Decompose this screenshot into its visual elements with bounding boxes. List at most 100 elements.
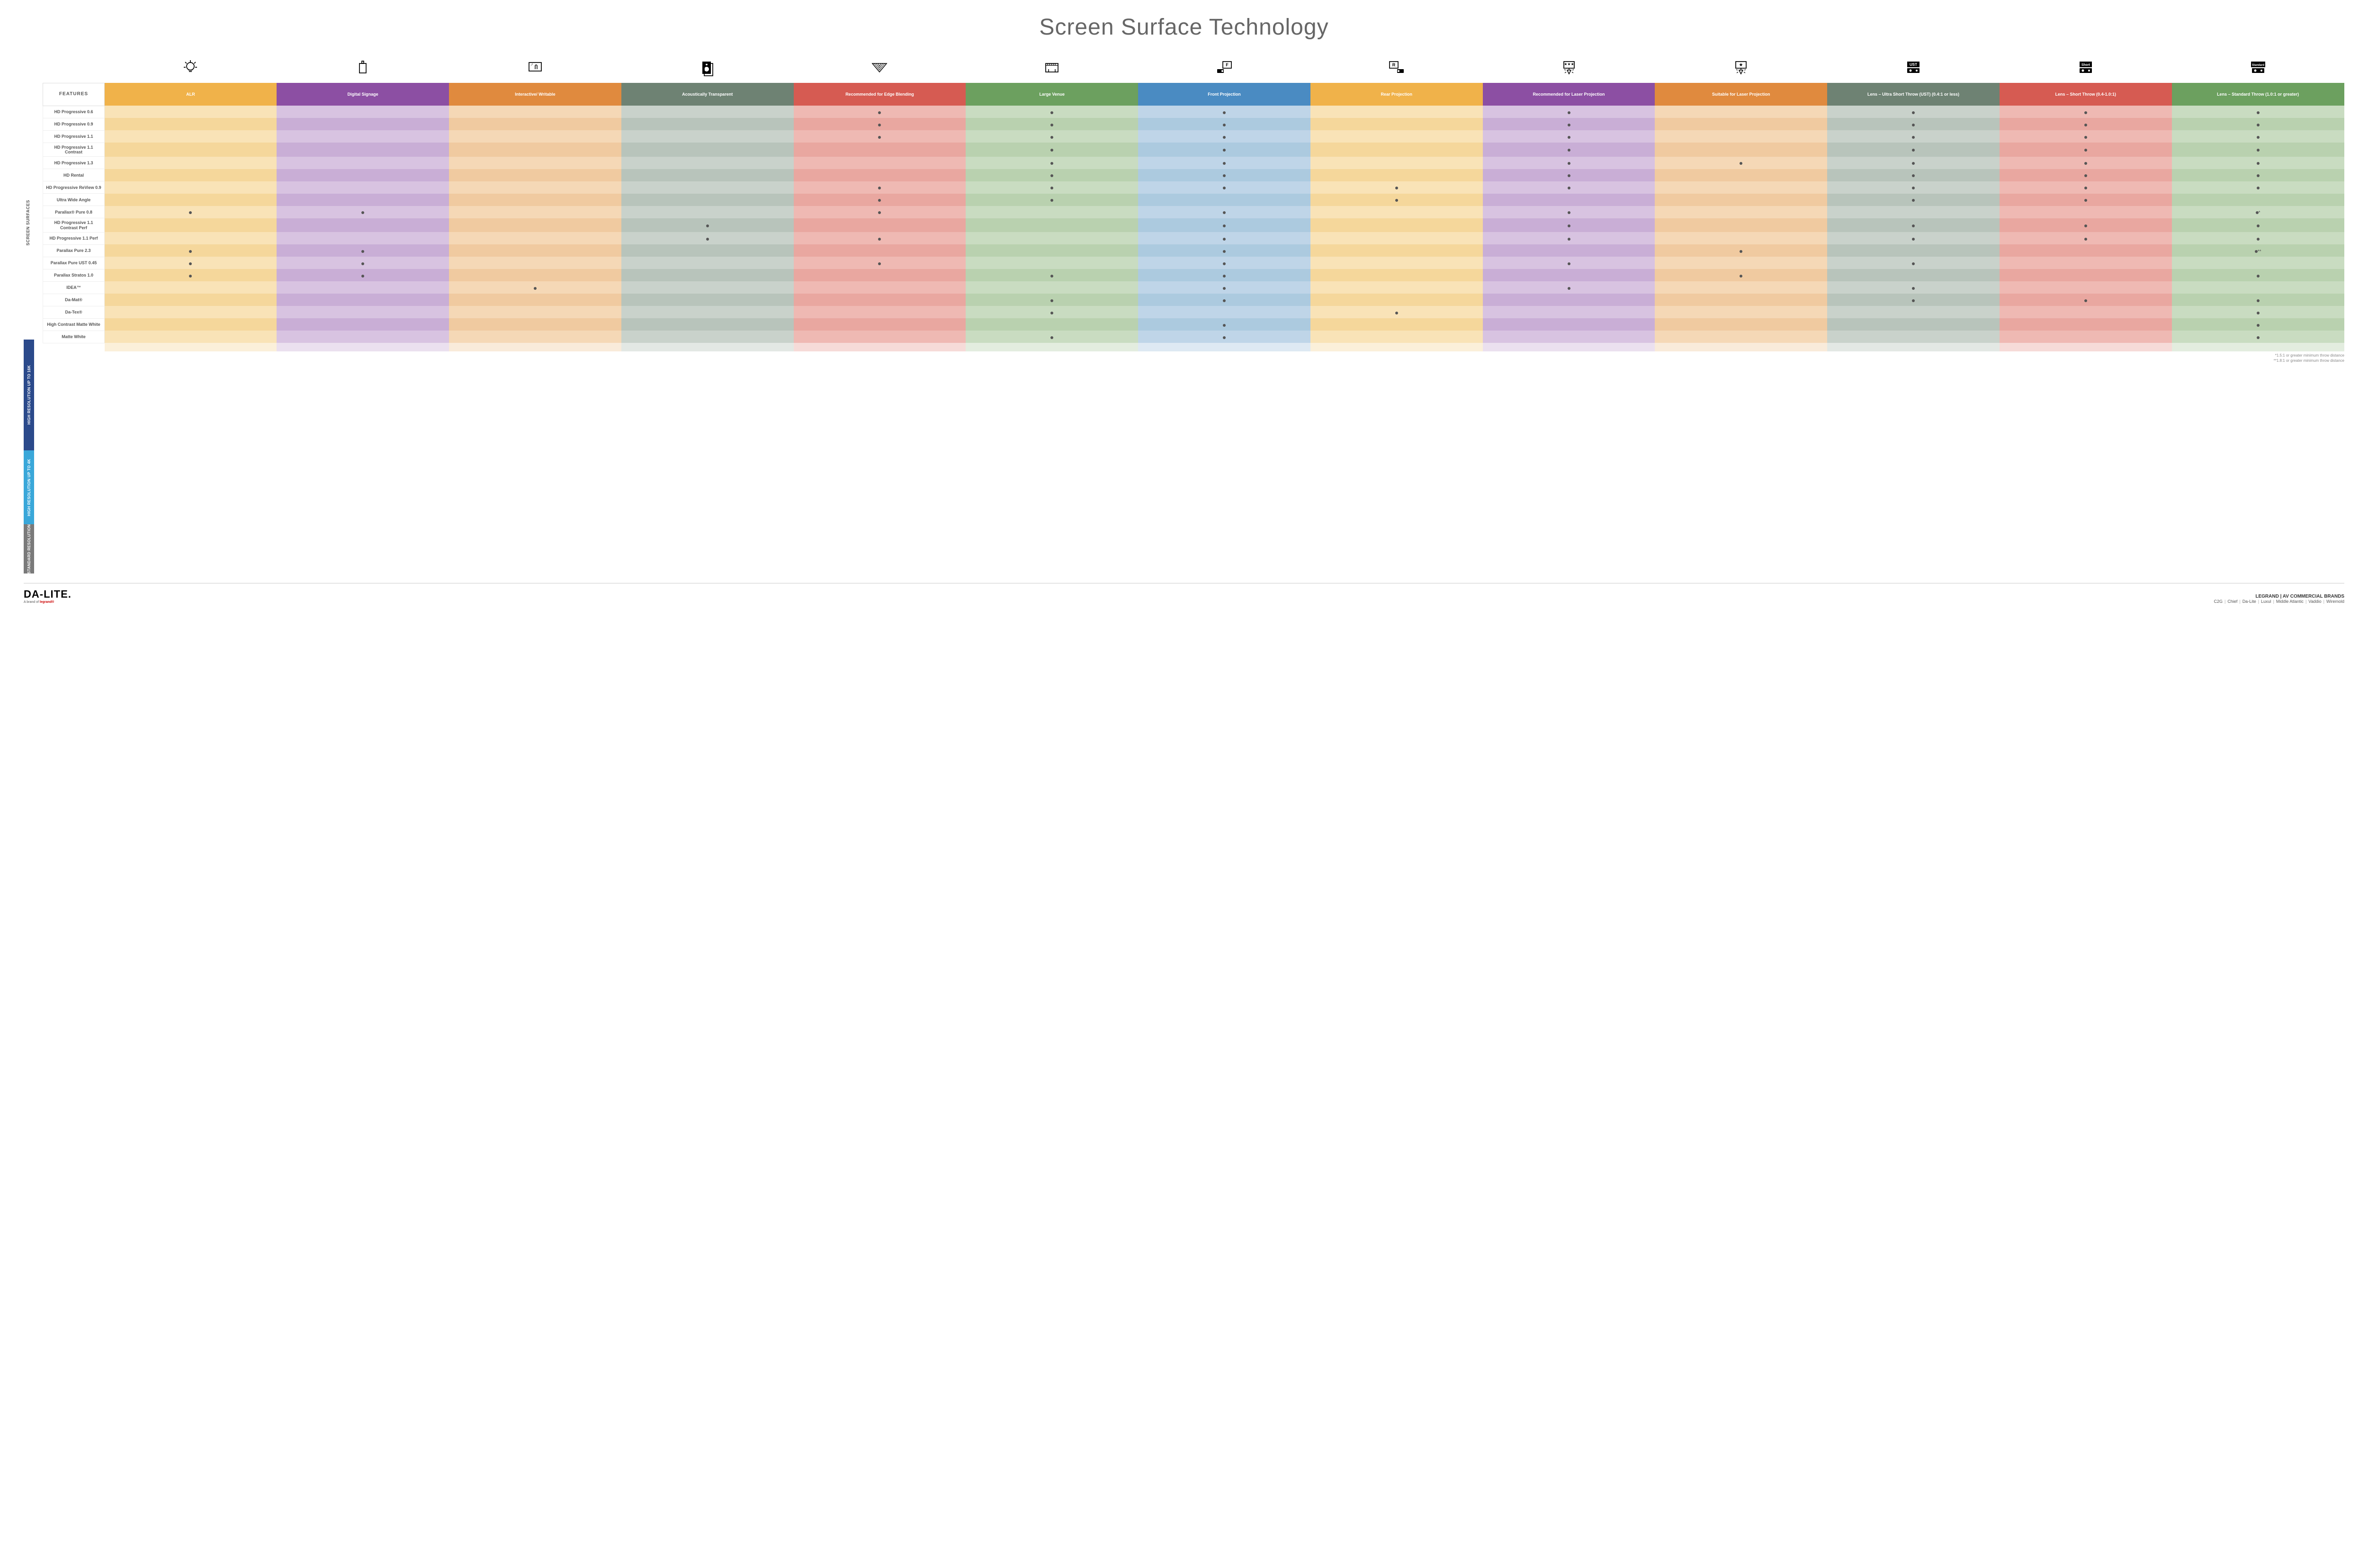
- cell-rear: [1310, 118, 1483, 130]
- cell-ust: [1827, 257, 2000, 269]
- cell-ust: [1827, 269, 2000, 281]
- table-row: HD Progressive 1.1 Contrast Perf: [43, 218, 2344, 233]
- column-header-std: Lens – Standard Throw (1.0:1 or greater): [2172, 83, 2344, 106]
- side-group-label: HIGH RESOLUTION UP TO 4K: [24, 450, 34, 524]
- cell-edge: [794, 181, 966, 194]
- cell-interactive: [449, 181, 621, 194]
- cell-signage: [277, 130, 449, 143]
- brands-title: LEGRAND | AV COMMERCIAL BRANDS: [2214, 594, 2344, 599]
- cell-front: [1138, 181, 1310, 194]
- cell-large: [966, 318, 1138, 331]
- cell-suitlaser: [1655, 294, 1827, 306]
- cell-reclaser: [1483, 206, 1655, 218]
- table-row: Parallax Pure UST 0.45: [43, 257, 2344, 269]
- cell-interactive: [449, 244, 621, 257]
- cell-suitlaser: [1655, 218, 1827, 233]
- cell-acoustic: [621, 269, 794, 281]
- cell-alr: [105, 194, 277, 206]
- cell-acoustic: [621, 118, 794, 130]
- cell-reclaser: [1483, 106, 1655, 118]
- column-header-reclaser: Recommended for Laser Projection: [1483, 83, 1655, 106]
- cell-suitlaser: [1655, 206, 1827, 218]
- row-label: HD Progressive 1.1 Contrast: [43, 143, 105, 157]
- row-label: HD Rental: [43, 169, 105, 181]
- cell-acoustic: [621, 194, 794, 206]
- cell-short: [2000, 130, 2172, 143]
- cell-short: [2000, 169, 2172, 181]
- cell-short: [2000, 257, 2172, 269]
- cell-rear: [1310, 269, 1483, 281]
- cell-front: [1138, 306, 1310, 318]
- cell-rear: [1310, 306, 1483, 318]
- cell-std: [2172, 106, 2344, 118]
- table-row: HD Progressive ReView 0.9: [43, 181, 2344, 194]
- cell-suitlaser: [1655, 306, 1827, 318]
- cell-interactive: [449, 232, 621, 244]
- cell-reclaser: [1483, 130, 1655, 143]
- cell-large: [966, 294, 1138, 306]
- cell-edge: [794, 331, 966, 343]
- cell-interactive: [449, 331, 621, 343]
- row-label: HD Progressive 0.6: [43, 106, 105, 118]
- cell-large: [966, 157, 1138, 169]
- cell-short: [2000, 106, 2172, 118]
- side-group-label: HIGH RESOLUTION UP TO 16K: [24, 340, 34, 450]
- cell-large: [966, 118, 1138, 130]
- cell-edge: [794, 232, 966, 244]
- cell-interactive: [449, 294, 621, 306]
- cell-rear: [1310, 130, 1483, 143]
- cell-std: [2172, 118, 2344, 130]
- cell-signage: [277, 244, 449, 257]
- spacer-row: [43, 343, 2344, 351]
- cell-edge: [794, 269, 966, 281]
- cell-suitlaser: [1655, 281, 1827, 294]
- table-row: Da-Tex®: [43, 306, 2344, 318]
- cell-rear: [1310, 106, 1483, 118]
- row-label: Parallax Pure 2.3: [43, 244, 105, 257]
- column-icon-alr: [105, 54, 277, 83]
- cell-rear: [1310, 244, 1483, 257]
- cell-signage: [277, 331, 449, 343]
- cell-interactive: [449, 130, 621, 143]
- column-header-ust: Lens – Ultra Short Throw (UST) (0.4:1 or…: [1827, 83, 2000, 106]
- cell-large: [966, 181, 1138, 194]
- table-row: HD Progressive 1.1 Perf: [43, 232, 2344, 244]
- column-header-large: Large Venue: [966, 83, 1138, 106]
- column-header-short: Lens – Short Throw (0.4-1.0:1): [2000, 83, 2172, 106]
- cell-interactive: [449, 257, 621, 269]
- table-row: Parallax® Pure 0.8*: [43, 206, 2344, 218]
- cell-alr: [105, 318, 277, 331]
- cell-reclaser: [1483, 244, 1655, 257]
- cell-std: [2172, 130, 2344, 143]
- cell-suitlaser: [1655, 106, 1827, 118]
- cell-short: [2000, 306, 2172, 318]
- cell-rear: [1310, 206, 1483, 218]
- cell-alr: [105, 169, 277, 181]
- cell-std: [2172, 306, 2344, 318]
- cell-rear: [1310, 318, 1483, 331]
- cell-acoustic: [621, 106, 794, 118]
- features-header: FEATURES: [43, 83, 105, 106]
- row-label: HD Progressive 1.1 Contrast Perf: [43, 218, 105, 233]
- row-label: HD Progressive 1.1: [43, 130, 105, 143]
- column-icon-interactive: [449, 54, 621, 83]
- brand-logo-subtitle: A brand of legrand®: [24, 600, 72, 604]
- cell-alr: [105, 157, 277, 169]
- row-label: Parallax Stratos 1.0: [43, 269, 105, 281]
- cell-rear: [1310, 218, 1483, 233]
- cell-large: [966, 269, 1138, 281]
- chart-wrapper: SCREEN SURFACESHIGH RESOLUTION UP TO 16K…: [24, 54, 2344, 573]
- cell-reclaser: [1483, 181, 1655, 194]
- cell-short: [2000, 206, 2172, 218]
- cell-std: [2172, 331, 2344, 343]
- column-header-alr: ALR: [105, 83, 277, 106]
- cell-std: [2172, 169, 2344, 181]
- table-row: HD Progressive 1.1: [43, 130, 2344, 143]
- cell-signage: [277, 232, 449, 244]
- table-row: HD Progressive 0.9: [43, 118, 2344, 130]
- cell-interactive: [449, 218, 621, 233]
- cell-edge: [794, 106, 966, 118]
- cell-interactive: [449, 206, 621, 218]
- cell-alr: [105, 257, 277, 269]
- cell-rear: [1310, 143, 1483, 157]
